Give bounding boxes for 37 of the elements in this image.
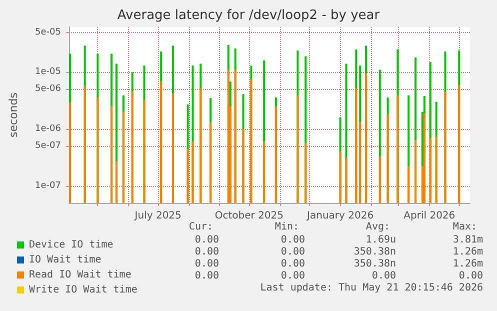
- legend-label: Device IO time: [29, 240, 114, 250]
- x-tick-label: January 2026: [306, 210, 374, 222]
- y-tick-label: 1e-06: [35, 124, 62, 134]
- chart-title: Average latency for /dev/loop2 - by year: [117, 8, 380, 23]
- legend-label: Write IO Wait time: [29, 284, 138, 296]
- x-tick-label: July 2025: [134, 210, 182, 222]
- text: Cur:: [188, 222, 214, 232]
- text: 3.81m: [452, 234, 484, 246]
- text: 1.69u: [366, 234, 396, 246]
- y-tick-label: 5e-06: [35, 84, 62, 94]
- text: 0.00: [194, 246, 220, 258]
- legend-label: IO Wait time: [29, 254, 102, 266]
- text: 0.00: [372, 270, 396, 282]
- text: 0.00: [458, 270, 484, 282]
- text: 0.00: [194, 258, 220, 270]
- text: Max:: [452, 222, 478, 232]
- x-tick-label: April 2026: [404, 210, 456, 222]
- y-tick-label: 5e-07: [35, 141, 61, 152]
- text: 1.26m: [452, 258, 484, 270]
- text: Min:: [274, 222, 300, 232]
- y-tick-label: 5e-05: [35, 27, 61, 38]
- legend-label: Read IO Wait time: [29, 270, 132, 280]
- y-tick-label: 1e-07: [35, 180, 61, 191]
- text: 0.00: [280, 234, 306, 246]
- text: 350.38n: [354, 258, 396, 270]
- y-axis-title: seconds: [7, 92, 20, 138]
- text: 0.00: [280, 258, 306, 270]
- text: 1.26m: [452, 246, 484, 258]
- text: 0.00: [280, 246, 306, 258]
- text: 0.00: [194, 234, 220, 246]
- text: 0.00: [194, 270, 220, 282]
- text: Last update: Thu May 21 20:15:46 2026: [260, 282, 484, 294]
- text: 350.38n: [354, 246, 396, 258]
- x-tick-label: October 2025: [214, 210, 284, 222]
- y-tick-label: 1e-05: [35, 67, 61, 78]
- text: Avg:: [366, 222, 390, 232]
- text: 0.00: [280, 270, 306, 282]
